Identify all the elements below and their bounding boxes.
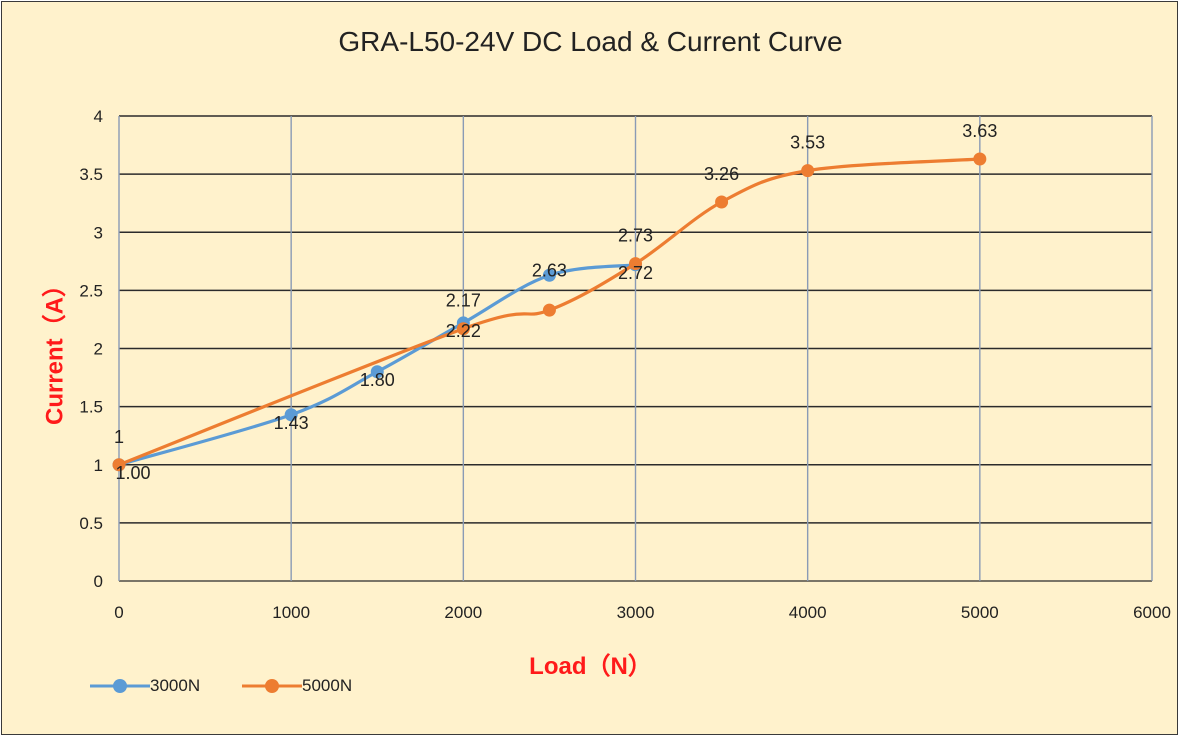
x-tick-label: 6000 <box>1133 603 1171 622</box>
x-tick-label: 4000 <box>789 603 827 622</box>
y-tick-label: 0.5 <box>79 514 103 533</box>
y-axis-label: Current（A） <box>41 272 69 426</box>
y-tick-label: 4 <box>94 107 103 126</box>
data-point-5000N <box>542 303 556 317</box>
legend-swatch-3000n <box>90 679 150 693</box>
data-point-5000N <box>973 152 987 166</box>
data-point-3000N <box>284 408 298 422</box>
data-point-3000N <box>542 268 556 282</box>
legend-label-5000n: 5000N <box>302 676 353 695</box>
y-tick-label: 1 <box>94 456 103 475</box>
x-tick-label: 5000 <box>961 603 999 622</box>
y-tick-label: 0 <box>94 572 103 591</box>
y-tick-label: 2.5 <box>79 281 103 300</box>
x-axis-label: Load（N） <box>529 653 652 680</box>
data-label-3000N: 2.72 <box>618 263 653 283</box>
legend-swatch-5000n <box>242 679 302 693</box>
data-point-5000N <box>112 458 126 472</box>
legend-label-3000n: 3000N <box>150 676 201 695</box>
x-tick-label: 1000 <box>272 603 310 622</box>
data-label-5000N: 3.26 <box>704 164 739 184</box>
data-point-5000N <box>801 164 815 178</box>
data-point-3000N <box>370 365 384 379</box>
data-label-3000N: 1.43 <box>274 413 309 433</box>
data-label-3000N: 2.22 <box>446 321 481 341</box>
y-tick-label: 2 <box>94 340 103 359</box>
data-label-5000N: 3.53 <box>790 133 825 153</box>
data-point-5000N <box>456 322 470 336</box>
data-label-3000N: 1.00 <box>115 463 150 483</box>
data-label-5000N: 3.63 <box>962 121 997 141</box>
legend-item-3000n: 3000N <box>90 674 200 698</box>
legend-item-5000n: 5000N <box>242 674 352 698</box>
data-point-5000N <box>715 195 729 209</box>
data-label-5000N: 2.17 <box>446 291 481 311</box>
data-label-3000N: 2.63 <box>532 260 567 280</box>
y-tick-label: 1.5 <box>79 398 103 417</box>
y-tick-label: 3.5 <box>79 165 103 184</box>
x-tick-label: 0 <box>114 603 123 622</box>
data-label-5000N: 1 <box>114 427 124 447</box>
x-tick-label: 3000 <box>617 603 655 622</box>
data-label-5000N: 2.73 <box>618 226 653 246</box>
y-tick-label: 3 <box>94 223 103 242</box>
data-point-5000N <box>629 257 642 271</box>
chart-title: GRA-L50-24V DC Load & Current Curve <box>338 26 843 57</box>
x-tick-label: 2000 <box>444 603 482 622</box>
data-label-3000N: 1.80 <box>360 370 395 390</box>
